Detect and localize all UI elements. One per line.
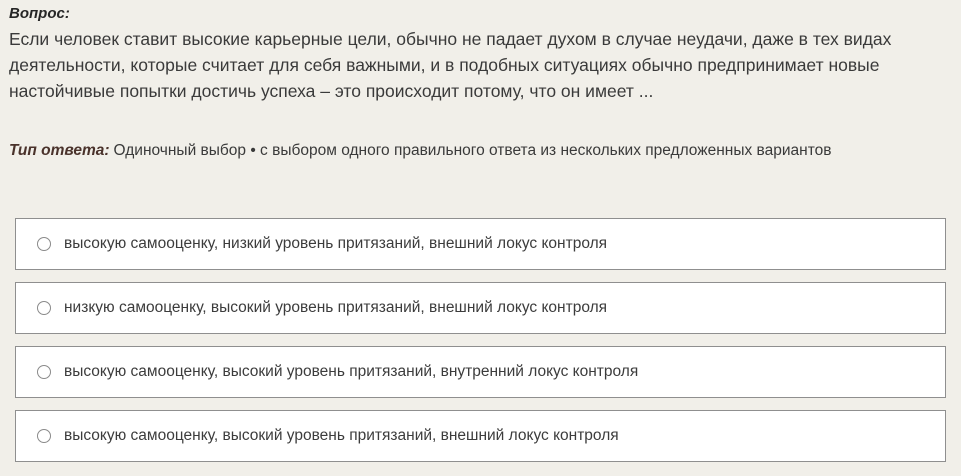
answer-type-value: Одиночный выбор • с выбором одного прави… xyxy=(113,142,832,159)
answer-option-label: низкую самооценку, высокий уровень притя… xyxy=(64,299,608,316)
answer-option-label: высокую самооценку, низкий уровень притя… xyxy=(64,235,608,252)
answer-option[interactable]: низкую самооценку, высокий уровень притя… xyxy=(15,282,946,334)
answer-option[interactable]: высокую самооценку, высокий уровень прит… xyxy=(15,410,946,462)
answer-type-label: Тип ответа: xyxy=(9,142,110,159)
question-label: Вопрос: xyxy=(9,5,70,22)
radio-button-icon[interactable] xyxy=(37,365,51,379)
radio-button-icon[interactable] xyxy=(37,237,51,251)
answer-option-label: высокую самооценку, высокий уровень прит… xyxy=(64,363,639,380)
radio-button-icon[interactable] xyxy=(37,301,51,315)
answer-option[interactable]: высокую самооценку, низкий уровень притя… xyxy=(15,218,946,270)
question-text: Если человек ставит высокие карьерные це… xyxy=(9,29,892,101)
answer-option-label: высокую самооценку, высокий уровень прит… xyxy=(64,427,619,444)
question-block: Вопрос: Если человек ставит высокие карь… xyxy=(9,4,951,104)
radio-button-icon[interactable] xyxy=(37,429,51,443)
answer-type-line: Тип ответа: Одиночный выбор • с выбором о… xyxy=(9,140,951,161)
answer-options-list: высокую самооценку, низкий уровень притя… xyxy=(15,218,946,462)
answer-option[interactable]: высокую самооценку, высокий уровень прит… xyxy=(15,346,946,398)
